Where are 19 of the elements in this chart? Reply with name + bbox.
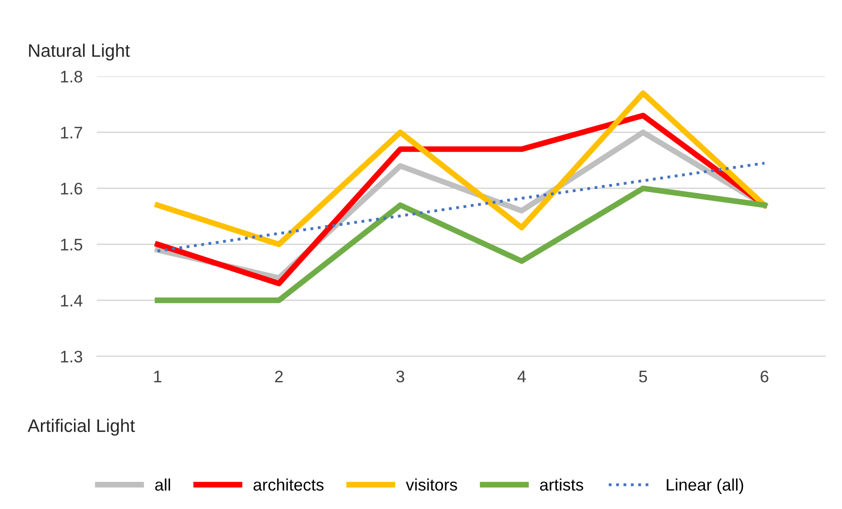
x-axis-title: Artificial Light bbox=[28, 418, 135, 436]
y-tick-label: 1.8 bbox=[61, 70, 82, 83]
legend-label: all bbox=[155, 478, 170, 491]
y-tick-label: 1.5 bbox=[61, 238, 82, 251]
legend-label: visitors bbox=[406, 478, 458, 491]
y-tick-label: 1.6 bbox=[61, 182, 82, 195]
x-tick-label: 2 bbox=[275, 370, 283, 382]
x-tick-label: 4 bbox=[517, 370, 526, 382]
legend-label: architects bbox=[254, 478, 324, 491]
legend-label: Linear (all) bbox=[666, 478, 744, 494]
y-tick-label: 1.3 bbox=[61, 350, 82, 363]
legend-label: artists bbox=[540, 478, 584, 491]
x-tick-label: 6 bbox=[760, 370, 768, 382]
x-tick-label: 5 bbox=[639, 370, 648, 382]
y-tick-label: 1.4 bbox=[61, 294, 82, 306]
y-tick-label: 1.7 bbox=[61, 126, 82, 138]
x-tick-label: 3 bbox=[396, 370, 404, 382]
chart-title: Natural Light bbox=[29, 44, 130, 60]
x-tick-label: 1 bbox=[154, 370, 162, 382]
